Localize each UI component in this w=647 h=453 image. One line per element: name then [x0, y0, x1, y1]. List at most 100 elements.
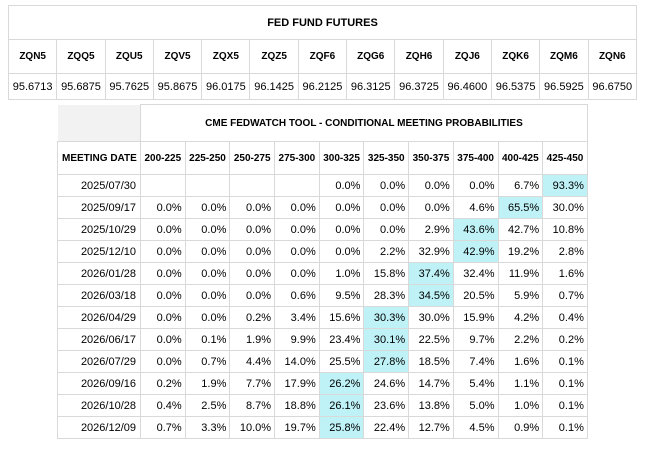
contract-code: ZQZ5 — [249, 39, 299, 74]
probability-cell: 0.0% — [363, 218, 410, 241]
probability-cell: 0.0% — [274, 262, 320, 285]
probability-cell: 0.0% — [229, 196, 276, 219]
meeting-row: 2026/06/17 0.0% 0.1% 1.9% 9.9% 23.4% 30.1% 22.5… — [57, 328, 588, 351]
probability-cell: 0.0% — [318, 240, 365, 263]
probability-cell: 25.5% — [318, 350, 365, 373]
probability-cell: 0.1% — [542, 416, 588, 439]
futures-header-row: ZQN5 ZQQ5 ZQU5 ZQV5 ZQX5 ZQZ5 ZQF6 ZQG6 ZQH6 ZQJ6… — [7, 39, 638, 74]
probability-cell: 0.6% — [274, 284, 320, 307]
probability-cell: 2.5% — [184, 394, 231, 417]
meeting-date: 2025/09/17 — [57, 196, 141, 219]
probability-cell: 9.7% — [452, 328, 499, 351]
probability-cell: 32.4% — [452, 262, 499, 285]
rate-range-header: 350-375 — [408, 141, 454, 175]
meeting-date: 2025/07/30 — [57, 174, 141, 197]
probability-cell: 0.4% — [140, 394, 186, 417]
futures-title: FED FUND FUTURES — [8, 5, 637, 40]
probability-cell: 0.0% — [229, 218, 276, 241]
probability-cell: 32.9% — [408, 240, 454, 263]
meeting-row: 2026/04/29 0.0% 0.0% 0.2% 3.4% 15.6% 30.3% 30.0… — [57, 306, 588, 329]
meeting-date: 2026/09/16 — [57, 372, 141, 395]
contract-code: ZQV5 — [152, 39, 203, 74]
probability-cell — [229, 174, 276, 197]
contract-code: ZQK6 — [490, 39, 541, 74]
probability-cell: 6.7% — [497, 174, 544, 197]
probability-cell: 4.4% — [229, 350, 276, 373]
meeting-date: 2025/12/10 — [57, 240, 141, 263]
probability-cell: 0.0% — [184, 218, 231, 241]
rate-range-header: 300-325 — [318, 141, 365, 175]
rate-range-header: 225-250 — [184, 141, 231, 175]
meeting-row: 2026/07/29 0.0% 0.7% 4.4% 14.0% 25.5% 27.8% 18.… — [57, 350, 588, 373]
probability-cell: 0.1% — [542, 350, 588, 373]
probability-cell: 20.5% — [452, 284, 499, 307]
probability-cell: 0.7% — [140, 416, 186, 439]
probability-cell: 4.5% — [452, 416, 499, 439]
meeting-row: 2025/10/29 0.0% 0.0% 0.0% 0.0% 0.0% 0.0% 2.9% 43… — [57, 218, 588, 241]
probability-cell: 0.0% — [452, 174, 499, 197]
contract-code: ZQQ5 — [56, 39, 106, 74]
probability-cell: 0.0% — [363, 174, 410, 197]
probability-cell: 14.7% — [408, 372, 454, 395]
probability-cell: 42.9% — [452, 240, 499, 263]
probability-cell: 30.1% — [363, 328, 410, 351]
probability-cell: 0.0% — [140, 328, 186, 351]
contract-code: ZQN5 — [7, 39, 58, 74]
probability-cell: 22.4% — [363, 416, 410, 439]
meeting-row: 2026/03/18 0.0% 0.0% 0.0% 0.6% 9.5% 28.3% 34.5%… — [57, 284, 588, 307]
probability-cell: 9.5% — [318, 284, 365, 307]
probability-cell — [184, 174, 231, 197]
contract-code: ZQM6 — [539, 39, 589, 74]
meeting-date: 2026/07/29 — [57, 350, 141, 373]
probability-cell: 65.5% — [497, 196, 544, 219]
contract-code: ZQN6 — [587, 39, 638, 74]
probability-cell: 19.7% — [274, 416, 320, 439]
probability-cell: 0.0% — [184, 262, 231, 285]
probability-cell: 1.1% — [497, 372, 544, 395]
probability-cell: 0.0% — [184, 306, 231, 329]
contract-price: 95.6875 — [56, 73, 106, 100]
probability-cell: 0.0% — [318, 174, 365, 197]
probability-cell: 0.0% — [140, 306, 186, 329]
probability-cell: 1.0% — [497, 394, 544, 417]
probability-cell: 18.8% — [274, 394, 320, 417]
probability-cell: 23.4% — [318, 328, 365, 351]
probability-cell: 0.0% — [229, 240, 276, 263]
probability-cell: 1.9% — [184, 372, 231, 395]
probability-cell: 0.0% — [140, 240, 186, 263]
probability-cell: 0.0% — [184, 284, 231, 307]
probability-cell: 30.3% — [363, 306, 410, 329]
probability-cell: 10.8% — [542, 218, 588, 241]
probability-cell: 28.3% — [363, 284, 410, 307]
meeting-row: 2026/10/28 0.4% 2.5% 8.7% 18.8% 26.1% 23.6% 13.… — [57, 394, 588, 417]
contract-code: ZQU5 — [104, 39, 154, 74]
fedwatch-title: CME FEDWATCH TOOL - CONDITIONAL MEETING … — [140, 104, 588, 142]
contract-price: 96.3725 — [394, 73, 444, 100]
probability-cell: 0.0% — [318, 218, 365, 241]
probability-cell: 0.0% — [408, 196, 454, 219]
probability-cell: 4.2% — [497, 306, 544, 329]
probability-cell: 1.6% — [497, 350, 544, 373]
meeting-row: 2025/09/17 0.0% 0.0% 0.0% 0.0% 0.0% 0.0% 0.0% 4.… — [57, 196, 588, 219]
probability-cell: 2.8% — [542, 240, 588, 263]
probability-cell: 93.3% — [542, 174, 588, 197]
probability-cell: 2.2% — [363, 240, 410, 263]
probability-cell: 14.0% — [274, 350, 320, 373]
probability-cell: 22.5% — [408, 328, 454, 351]
contract-price: 95.6713 — [7, 73, 58, 100]
probability-cell: 30.0% — [542, 196, 588, 219]
rate-range-header: 425-450 — [542, 141, 588, 175]
probability-cell: 0.0% — [229, 262, 276, 285]
probability-cell: 1.6% — [542, 262, 588, 285]
probability-cell: 0.1% — [542, 372, 588, 395]
fedwatch-probabilities-table: CME FEDWATCH TOOL - CONDITIONAL MEETING … — [57, 104, 588, 439]
probability-cell: 5.9% — [497, 284, 544, 307]
probability-cell: 3.4% — [274, 306, 320, 329]
meeting-date: 2026/04/29 — [57, 306, 141, 329]
fedwatch-body: 2025/07/30 0.0% 0.0% 0.0% 0.0% 6.7% 93.3% 2025/… — [57, 174, 588, 439]
probability-cell: 0.0% — [274, 196, 320, 219]
probability-cell: 0.2% — [229, 306, 276, 329]
meeting-row: 2025/12/10 0.0% 0.0% 0.0% 0.0% 0.0% 2.2% 32.9% 4… — [57, 240, 588, 263]
probability-cell: 0.0% — [140, 218, 186, 241]
probability-cell: 0.2% — [140, 372, 186, 395]
